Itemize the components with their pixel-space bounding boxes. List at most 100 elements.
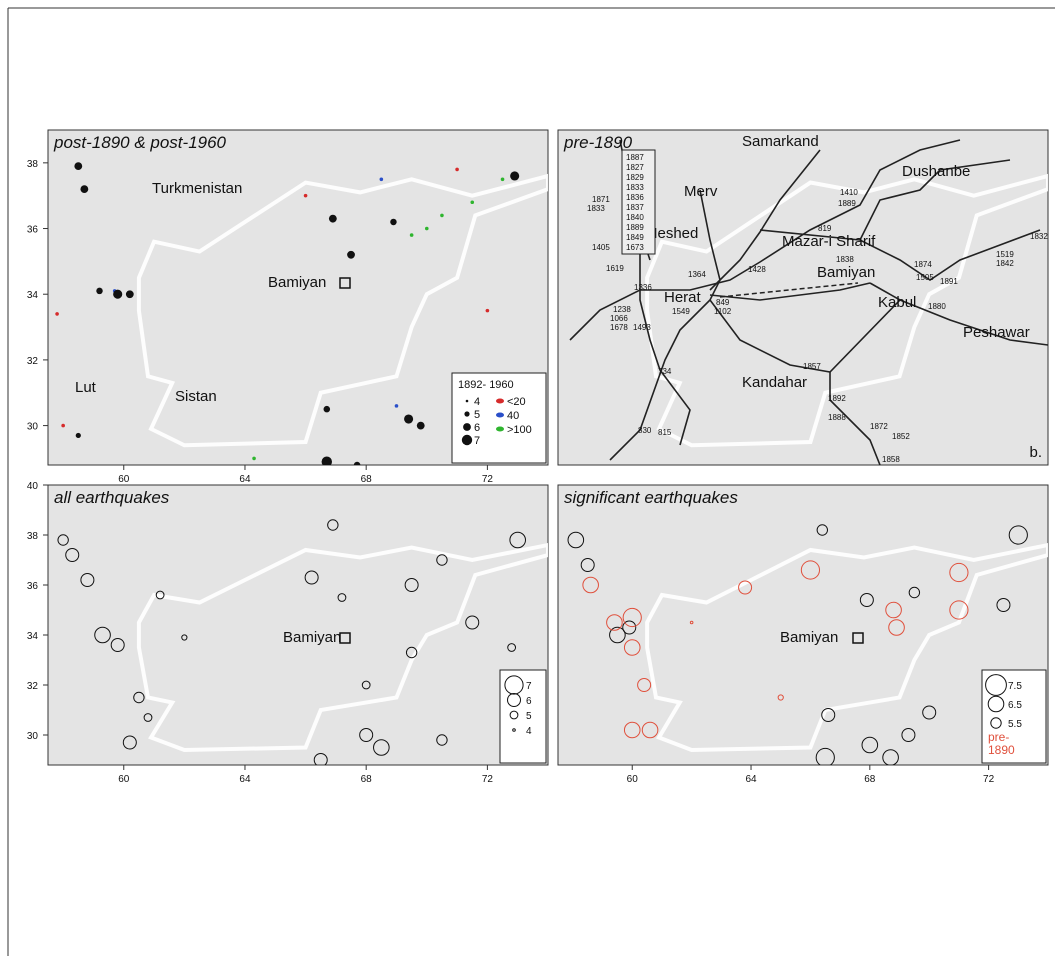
route xyxy=(719,282,859,298)
year-label: 1829 xyxy=(626,173,644,182)
bamiyan-marker xyxy=(339,277,351,289)
event xyxy=(815,747,835,765)
event xyxy=(436,734,448,746)
y-tick-label: 32 xyxy=(27,681,39,692)
border xyxy=(136,173,548,448)
year-label: 1619 xyxy=(606,264,624,273)
year-label: 1832 xyxy=(1030,232,1048,241)
event xyxy=(567,531,585,549)
year-label: 1874 xyxy=(914,260,932,269)
event xyxy=(882,749,899,765)
border xyxy=(136,542,548,753)
year-label: 1549 xyxy=(672,307,690,316)
road xyxy=(609,189,721,461)
place-label: Merv xyxy=(684,183,718,200)
place-label: Kabul xyxy=(878,294,916,311)
pre-1890-event xyxy=(949,600,969,620)
legend-label: 7.5 xyxy=(1008,681,1022,692)
event xyxy=(390,218,397,226)
year-label: 1892 xyxy=(828,394,846,403)
legend xyxy=(451,372,547,464)
panel-title: post-1890 & post-1960 xyxy=(53,133,227,152)
event xyxy=(313,753,328,765)
year-label: 1405 xyxy=(592,243,610,252)
road xyxy=(829,372,881,465)
year-label: 1852 xyxy=(892,432,910,441)
map-layer xyxy=(55,162,548,465)
y-tick-label: 38 xyxy=(27,531,39,542)
x-tick-label: 60 xyxy=(118,474,130,485)
event-dot xyxy=(379,177,384,182)
pre-1890-event xyxy=(623,639,641,656)
event-dot xyxy=(500,177,505,182)
event xyxy=(859,593,874,607)
pre-1890-event xyxy=(637,678,652,692)
event-dot xyxy=(455,167,459,172)
year-label: 1837 xyxy=(626,203,644,212)
event xyxy=(57,534,69,546)
legend-label: 6 xyxy=(474,422,480,434)
place-label: Turkmenistan xyxy=(152,180,242,197)
year-label: 1872 xyxy=(870,422,888,431)
year-label: 1836 xyxy=(626,193,644,202)
event xyxy=(94,626,111,644)
year-label: 1891 xyxy=(940,277,958,286)
map-layer xyxy=(57,519,548,765)
event xyxy=(609,626,626,644)
pre-1890-event xyxy=(777,694,784,701)
road xyxy=(859,159,1011,241)
event xyxy=(75,432,81,439)
event xyxy=(96,287,103,295)
legend-symbol xyxy=(463,423,471,431)
pre-1890-event xyxy=(888,619,905,636)
event xyxy=(327,519,339,531)
legend-symbol xyxy=(465,399,469,403)
bamiyan-marker xyxy=(339,632,351,644)
y-tick-label: 34 xyxy=(27,631,39,642)
y-tick-label: 34 xyxy=(27,290,39,301)
x-tick-label: 64 xyxy=(239,474,251,485)
panel-letter: b. xyxy=(1029,444,1042,461)
place-label: Bamiyan xyxy=(268,274,326,291)
panel: significant earthquakesd.Bamiyan60646872… xyxy=(557,484,1049,785)
legend-symbol xyxy=(985,674,1007,696)
legend-label: 6.5 xyxy=(1008,700,1022,711)
event xyxy=(74,162,83,171)
place-label: Dushanbe xyxy=(902,163,970,180)
road xyxy=(709,282,871,301)
y-tick-label: 36 xyxy=(27,225,39,236)
event xyxy=(80,185,89,194)
border xyxy=(645,542,1048,753)
y-tick-label: 30 xyxy=(27,731,39,742)
year-label: 1880 xyxy=(928,302,946,311)
year-label: 1840 xyxy=(626,213,644,222)
x-tick-label: 68 xyxy=(864,774,876,785)
event xyxy=(373,739,390,756)
event xyxy=(133,691,145,704)
event xyxy=(465,615,480,630)
event xyxy=(361,680,371,690)
year-label: 819 xyxy=(818,224,832,233)
event xyxy=(901,728,916,742)
legend-label: 7 xyxy=(474,435,480,447)
event xyxy=(404,578,419,592)
pre-1890-event xyxy=(949,562,969,583)
event xyxy=(1008,525,1028,545)
legend-symbol xyxy=(987,695,1005,713)
year-label: 1519 xyxy=(996,250,1014,259)
pre-1890-event xyxy=(800,560,821,580)
year-label: 1493 xyxy=(633,323,651,332)
x-tick-label: 60 xyxy=(118,774,130,785)
year-label: 1833 xyxy=(626,183,644,192)
year-label: 1410 xyxy=(840,188,858,197)
legend-swatch xyxy=(496,426,504,432)
panel: all earthquakesc.Bamiyan6064687230323436… xyxy=(27,481,549,785)
road xyxy=(869,282,1048,346)
year-label: 1889 xyxy=(838,199,856,208)
legend-label: >100 xyxy=(507,424,532,436)
legend-label: 6 xyxy=(526,696,532,707)
year-label: 1066 xyxy=(610,314,628,323)
legend-swatch xyxy=(496,398,504,404)
year-box xyxy=(621,149,656,255)
